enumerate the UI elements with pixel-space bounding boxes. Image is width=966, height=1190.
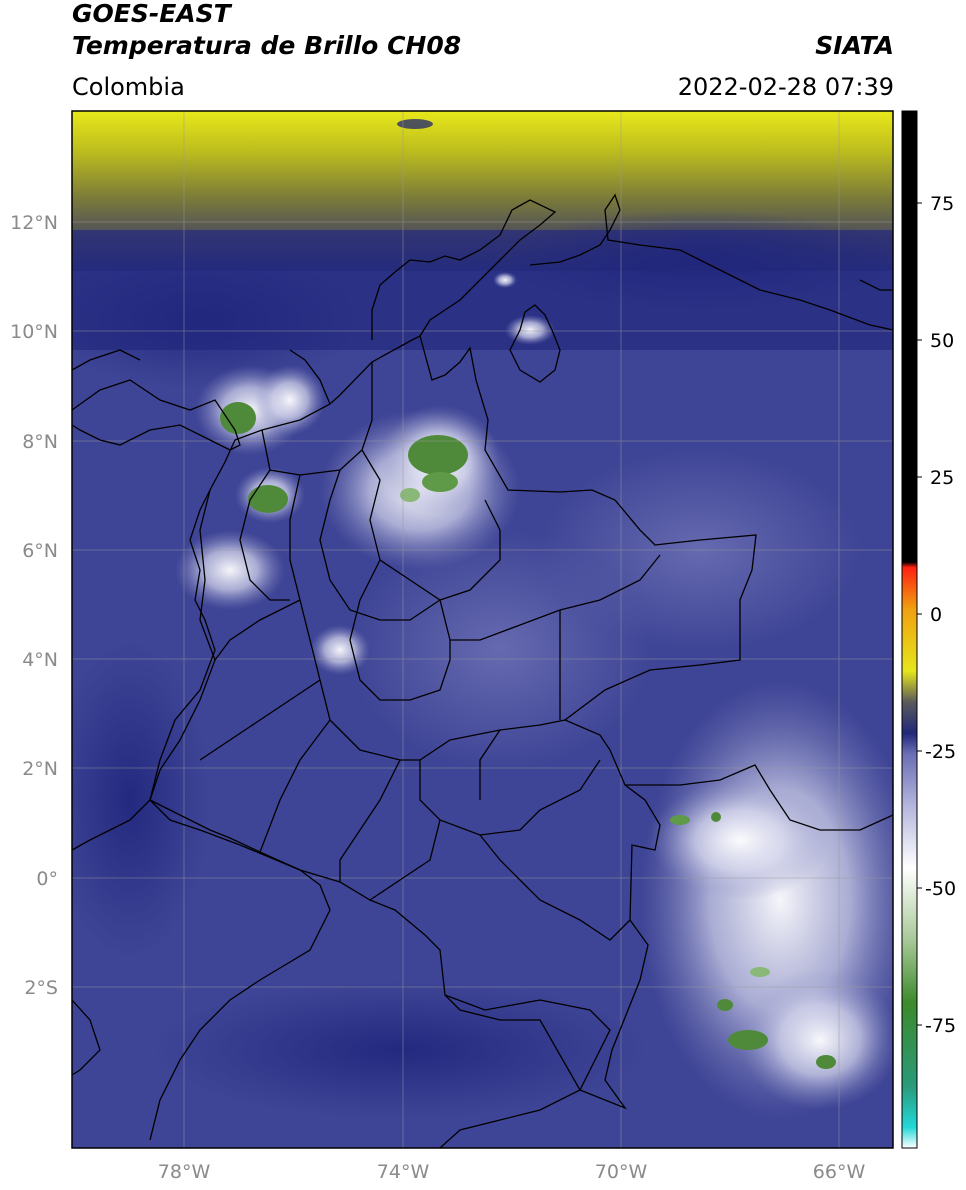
colorbar-tick: 75 [930, 193, 954, 215]
colombia-border [149, 335, 757, 1110]
dept-4 [361, 449, 501, 601]
dept-13 [339, 759, 401, 882]
lon-tick: 74°W [377, 1161, 430, 1183]
map-area [72, 111, 893, 1148]
brazil-border [625, 764, 893, 831]
colorbar-tick: -50 [925, 878, 956, 900]
brand-label: SIATA [815, 31, 894, 60]
lake-maracaibo [509, 304, 561, 383]
colorbar: 75 50 25 0 -25 -50 -75 [901, 110, 956, 1149]
colorbar-tick: 25 [930, 467, 954, 489]
cold-cloud-tops [220, 402, 836, 1069]
title-product: Temperatura de Brillo CH08 [72, 31, 462, 60]
lon-tick: 70°W [595, 1161, 648, 1183]
lat-tick: 8°N [22, 431, 58, 453]
lat-tick: 0° [36, 868, 58, 890]
lat-tick: 10°N [10, 321, 58, 343]
lat-tick-labels: 12°N 10°N 8°N 6°N 4°N 2°N 0° 2°S [10, 212, 58, 999]
lat-tick: 6°N [22, 540, 58, 562]
borders [72, 193, 893, 1148]
dept-12 [369, 819, 441, 901]
dept-15 [319, 469, 441, 621]
colorbar-tick: -75 [925, 1015, 956, 1037]
pacific-coast [72, 489, 216, 851]
panama-coast [72, 379, 241, 451]
lon-tick: 78°W [158, 1161, 211, 1183]
map-frame [71, 110, 894, 1149]
dept-10 [199, 679, 321, 761]
lon-tick-labels: 78°W 74°W 70°W 66°W [158, 1161, 866, 1183]
dept-3 [289, 474, 420, 761]
title-satellite: GOES-EAST [72, 0, 231, 28]
lat-tick: 12°N [10, 212, 58, 234]
dept-14 [239, 469, 290, 601]
dept-2 [289, 349, 331, 405]
ecuador-border [149, 799, 331, 1141]
colorbar-tick: 0 [930, 604, 942, 626]
timestamp-label: 2022-02-28 07:39 [677, 73, 894, 101]
venezuela-coast [371, 199, 557, 340]
dept-9 [214, 599, 301, 661]
colorbar-tick: 50 [930, 330, 954, 352]
lat-tick: 2°N [22, 758, 58, 780]
region-label: Colombia [72, 73, 185, 101]
dept-7 [419, 759, 601, 836]
dept-11 [259, 719, 331, 853]
lon-tick: 66°W [813, 1161, 866, 1183]
dept-16 [349, 559, 451, 701]
lat-tick: 4°N [22, 649, 58, 671]
peru-border [439, 994, 581, 1148]
colorbar-bar [901, 110, 918, 1149]
dept-18 [479, 729, 501, 800]
lat-tick: 2°S [24, 977, 58, 999]
colorbar-tick: -25 [925, 741, 956, 763]
dept-17 [479, 834, 631, 941]
dept-5 [439, 554, 661, 641]
